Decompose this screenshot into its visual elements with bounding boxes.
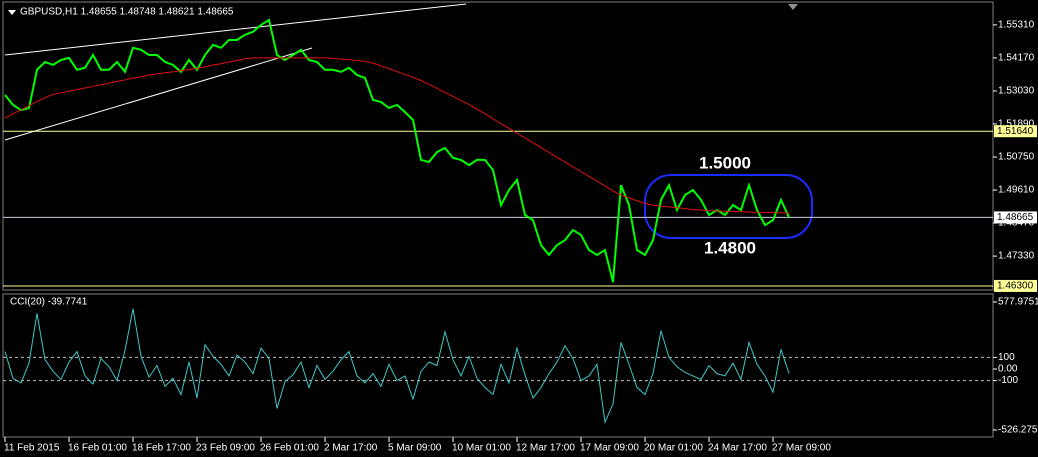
price-label: 1.51640 <box>997 126 1034 137</box>
y-tick-label: 1.50750 <box>998 152 1035 163</box>
x-tick-label: 27 Mar 09:00 <box>772 443 831 454</box>
x-tick-label: 5 Mar 09:00 <box>388 443 442 454</box>
y-tick-label: 0.00 <box>998 364 1018 375</box>
x-tick-label: 24 Mar 17:00 <box>708 443 767 454</box>
series-line <box>4 57 789 214</box>
series-line <box>4 18 790 283</box>
indicator-panel <box>2 293 994 438</box>
y-tick-label: 1.51890 <box>998 119 1035 130</box>
x-tick-label: 2 Mar 17:00 <box>324 443 378 454</box>
x-tick-label: 16 Feb 01:00 <box>68 443 127 454</box>
x-tick-label: 20 Mar 01:00 <box>644 443 703 454</box>
price-label-bg <box>994 211 1037 224</box>
indicator-title: CCI(20) -39.7741 <box>10 297 88 308</box>
y-tick-label: 577.9751 <box>998 297 1038 308</box>
chart-title: GBPUSD,H1 1.48655 1.48748 1.48621 1.4866… <box>20 7 234 18</box>
y-tick-label: 1.53030 <box>998 86 1035 97</box>
annotation: 1.4800 <box>704 238 756 257</box>
y-tick-label: 1.54170 <box>998 53 1035 64</box>
y-tick-label: 1.47330 <box>998 251 1035 262</box>
y-tick-label: -100 <box>998 375 1018 386</box>
main-panel <box>2 1 994 291</box>
annotation: 1.5000 <box>699 153 751 172</box>
price-label: 1.48665 <box>997 212 1034 223</box>
y-tick-label: 1.49610 <box>998 185 1035 196</box>
x-tick-label: 10 Mar 01:00 <box>452 443 511 454</box>
channel-line <box>4 3 467 56</box>
x-tick-label: 23 Feb 09:00 <box>196 443 255 454</box>
price-label-bg <box>994 279 1037 292</box>
range-box <box>644 174 813 239</box>
x-tick-label: 17 Mar 09:00 <box>580 443 639 454</box>
x-tick-label: 18 Feb 17:00 <box>132 443 191 454</box>
x-tick-label: 12 Mar 17:00 <box>516 443 575 454</box>
menu-arrow <box>8 10 16 15</box>
x-tick-label: 11 Feb 2015 <box>4 443 60 454</box>
y-tick-label: -526.2753 <box>998 425 1038 436</box>
shift-marker <box>788 4 798 10</box>
price-label: 1.46300 <box>997 281 1034 292</box>
series-line <box>4 308 790 425</box>
channel-line <box>4 47 313 141</box>
y-tick-label: 1.55310 <box>998 20 1035 31</box>
price-label-bg <box>994 125 1037 138</box>
x-tick-label: 26 Feb 01:00 <box>260 443 319 454</box>
y-tick-label: 100 <box>998 352 1015 363</box>
